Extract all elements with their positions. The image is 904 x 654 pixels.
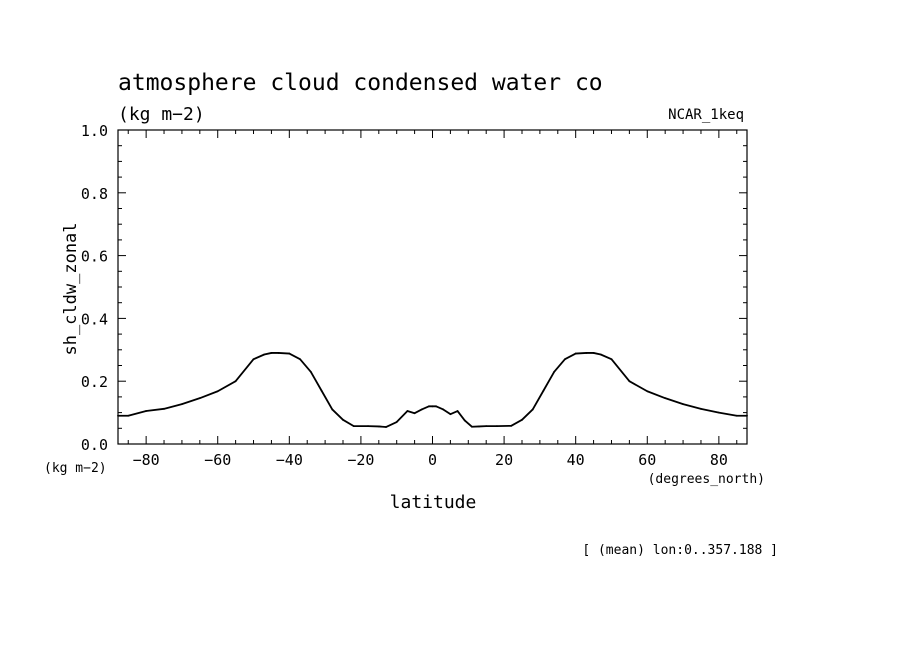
data-point <box>542 389 545 392</box>
data-point <box>198 397 201 400</box>
y-tick-label: 0.4 <box>81 310 108 328</box>
data-point <box>413 412 416 415</box>
y-tick-label: 0.6 <box>81 248 108 266</box>
data-point <box>331 408 334 411</box>
x-tick-label: 60 <box>638 451 656 469</box>
data-point <box>420 408 423 411</box>
data-point <box>252 358 255 361</box>
axis-ticks <box>118 129 747 445</box>
x-tick-label: −60 <box>204 451 231 469</box>
data-point <box>367 425 369 427</box>
model-label: NCAR_1keq <box>668 107 744 123</box>
data-point <box>553 370 556 373</box>
x-tick-label: 40 <box>567 451 585 469</box>
data-point <box>234 380 237 383</box>
data-point <box>320 389 323 392</box>
data-point <box>470 425 473 428</box>
data-point <box>531 408 534 411</box>
data-point <box>646 390 649 393</box>
data-point <box>664 397 667 400</box>
footer-note: [ (mean) lon:0..357.188 ] <box>582 543 778 558</box>
series-line <box>118 352 747 428</box>
x-tick-label: 20 <box>495 451 513 469</box>
chart-title: atmosphere cloud condensed water co <box>118 70 603 96</box>
data-point <box>735 414 738 417</box>
data-point <box>431 405 434 408</box>
data-point <box>564 358 566 361</box>
data-point <box>592 352 595 354</box>
y-axis-unit: (kg m−2) <box>44 461 107 476</box>
x-tick-label: −80 <box>133 451 160 469</box>
data-point <box>442 408 445 411</box>
data-point <box>342 418 344 421</box>
data-point <box>428 405 430 408</box>
data-point <box>309 370 312 373</box>
data-point <box>574 352 577 355</box>
data-point <box>585 352 588 354</box>
data-point <box>395 421 398 423</box>
data-point <box>270 352 273 354</box>
data-point <box>610 358 613 361</box>
data-point <box>127 414 130 417</box>
x-tick-label: −40 <box>276 451 303 469</box>
y-tick-label: 0.8 <box>81 185 108 203</box>
y-tick-label: 0.0 <box>81 436 108 454</box>
x-tick-label: 80 <box>710 451 728 469</box>
data-point <box>163 407 165 410</box>
data-point <box>521 418 523 421</box>
x-tick-label: −20 <box>347 451 374 469</box>
data-point <box>717 411 720 414</box>
data-point <box>377 425 380 428</box>
x-axis-unit: (degrees_north) <box>648 472 765 487</box>
data-point <box>463 419 466 422</box>
data-point <box>746 414 748 417</box>
data-point <box>628 380 631 383</box>
data-point <box>485 425 488 427</box>
data-point <box>700 407 702 410</box>
data-point <box>449 413 452 416</box>
data-point <box>456 410 459 412</box>
axis-tick-labels: 0.0 0.2 0.4 0.6 0.8 1.0 −80 −60 −40 −20 0 20 40 60 80 <box>81 122 728 469</box>
data-point <box>352 425 355 427</box>
data-point <box>277 352 280 354</box>
data-point <box>510 424 513 427</box>
data-point <box>599 353 602 356</box>
data-point <box>145 410 148 412</box>
data-point <box>117 414 119 417</box>
plot-frame <box>117 129 748 445</box>
chart-units-subtitle: (kg m−2) <box>118 104 205 125</box>
x-axis-label: latitude <box>390 492 477 513</box>
data-point <box>435 405 437 408</box>
data-point <box>406 410 409 412</box>
data-point <box>181 403 183 406</box>
data-point <box>299 358 301 361</box>
data-point <box>496 425 498 427</box>
x-tick-label: 0 <box>428 451 437 469</box>
y-tick-label: 1.0 <box>81 122 108 140</box>
data-point <box>288 352 291 355</box>
series-group <box>117 352 748 428</box>
y-tick-label: 0.2 <box>81 373 108 391</box>
data-point <box>385 426 387 428</box>
y-axis-label: sh_cldw_zonal <box>61 222 81 355</box>
data-point <box>263 353 266 356</box>
data-point <box>682 403 684 406</box>
data-point <box>478 425 480 428</box>
data-point <box>216 390 219 393</box>
